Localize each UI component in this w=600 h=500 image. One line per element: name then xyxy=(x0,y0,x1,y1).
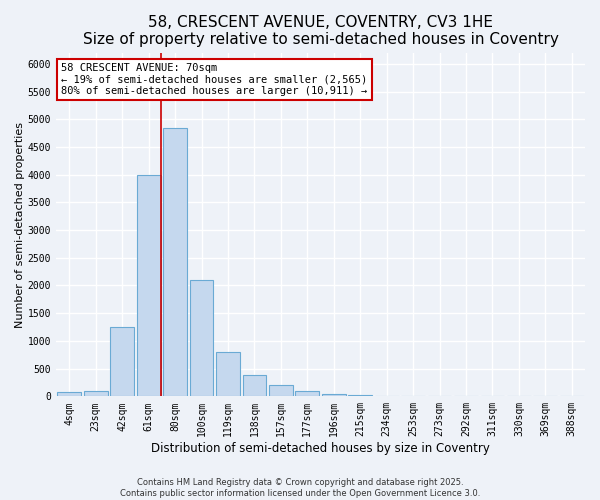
Bar xyxy=(269,385,293,396)
Bar xyxy=(137,174,161,396)
Y-axis label: Number of semi-detached properties: Number of semi-detached properties xyxy=(15,122,25,328)
Bar xyxy=(110,327,134,396)
X-axis label: Distribution of semi-detached houses by size in Coventry: Distribution of semi-detached houses by … xyxy=(151,442,490,455)
Bar xyxy=(322,394,346,396)
Bar xyxy=(84,391,108,396)
Bar xyxy=(216,352,240,397)
Bar xyxy=(190,280,214,396)
Text: 58 CRESCENT AVENUE: 70sqm
← 19% of semi-detached houses are smaller (2,565)
80% : 58 CRESCENT AVENUE: 70sqm ← 19% of semi-… xyxy=(61,63,368,96)
Bar xyxy=(58,392,81,396)
Bar xyxy=(163,128,187,396)
Text: Contains HM Land Registry data © Crown copyright and database right 2025.
Contai: Contains HM Land Registry data © Crown c… xyxy=(120,478,480,498)
Title: 58, CRESCENT AVENUE, COVENTRY, CV3 1HE
Size of property relative to semi-detache: 58, CRESCENT AVENUE, COVENTRY, CV3 1HE S… xyxy=(83,15,559,48)
Bar xyxy=(295,391,319,396)
Bar xyxy=(349,394,372,396)
Bar xyxy=(242,376,266,396)
